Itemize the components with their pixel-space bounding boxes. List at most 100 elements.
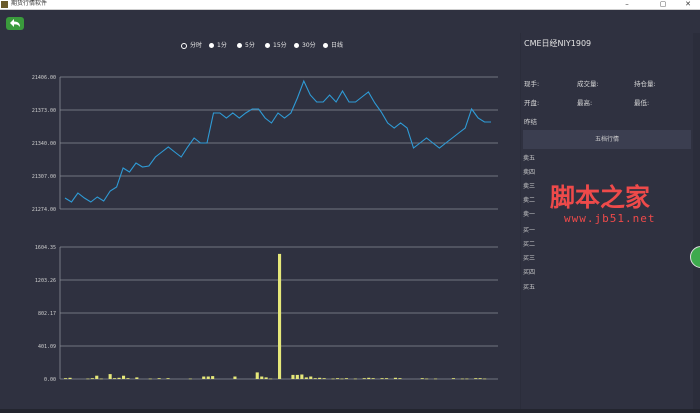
- price-tick-label: 21340.00: [32, 141, 56, 147]
- quote-row: 买五: [523, 284, 536, 291]
- price-tick-label: 21406.00: [32, 75, 56, 81]
- volume-bar: [474, 378, 478, 379]
- volume-bar: [420, 378, 424, 379]
- volume-bar: [99, 378, 103, 380]
- price-chart: 21406.00 21373.00 21340.00 21307.00 21274.00: [32, 75, 498, 213]
- quote-row: 买三: [523, 255, 536, 262]
- period-label: 分时: [190, 42, 203, 49]
- volume-bar: [295, 374, 299, 379]
- volume-bar: [322, 378, 326, 379]
- volume-bar: [353, 378, 357, 380]
- period-label: 5分: [245, 42, 255, 49]
- volume-bar: [385, 378, 389, 379]
- volume-bar: [478, 378, 482, 379]
- radio-icon: [323, 43, 328, 48]
- volume-bar: [157, 378, 161, 379]
- quote-row: 买一: [523, 227, 536, 234]
- watermark-url: www.jb51.net: [564, 212, 656, 225]
- price-tick-label: 21274.00: [32, 207, 56, 213]
- volume-bar: [425, 378, 429, 380]
- chart-svg: 21406.00 21373.00 21340.00 21307.00 21274.00…: [32, 75, 498, 383]
- period-label: 日线: [331, 42, 344, 49]
- minimize-button[interactable]: –: [625, 0, 629, 8]
- volume-bar: [122, 375, 126, 379]
- volume-bar: [331, 378, 335, 380]
- volume-tick-label: 401.09: [38, 344, 56, 350]
- period-option-fenshi[interactable]: 分时: [181, 41, 202, 51]
- radio-icon: [209, 43, 214, 48]
- field-current-volume: 现手:: [524, 80, 540, 88]
- volume-bar: [233, 376, 237, 379]
- volume-tick-label: 802.17: [38, 311, 56, 317]
- volume-bar: [68, 377, 72, 379]
- volume-bar: [309, 376, 313, 379]
- volume-bar: [260, 376, 264, 379]
- field-open-interest: 持仓量:: [634, 80, 656, 88]
- field-open: 开盘:: [524, 99, 540, 107]
- volume-bar: [117, 377, 121, 379]
- period-option-30min[interactable]: 30分: [294, 41, 316, 51]
- quote-row: 卖三: [523, 183, 536, 190]
- volume-tick-label: 1604.35: [35, 245, 56, 251]
- volume-bar: [211, 376, 215, 379]
- quote-row: 买四: [523, 269, 536, 276]
- quote-row: 卖一: [523, 211, 536, 218]
- volume-bar: [90, 378, 94, 379]
- watermark-logo: 脚本之家: [550, 183, 651, 212]
- radio-icon: [237, 43, 242, 48]
- back-arrow-icon[interactable]: [6, 17, 24, 30]
- status-strip: [0, 409, 700, 413]
- radio-icon: [265, 43, 270, 48]
- window-titlebar: 期货行情软件 – ▢ ✕: [0, 0, 700, 10]
- period-option-15min[interactable]: 15分: [265, 41, 287, 51]
- volume-bar: [135, 377, 139, 379]
- field-turnover: 成交量:: [577, 80, 599, 88]
- volume-bar: [336, 378, 340, 379]
- quote-panel: CME日经NIY1909 现手: 成交量: 持仓量: 开盘: 最高: 最低: 昨…: [521, 33, 693, 411]
- quote-row: 卖五: [523, 155, 536, 162]
- field-low: 最低:: [634, 99, 650, 107]
- volume-bar: [166, 378, 170, 379]
- volume-bar: [300, 374, 304, 379]
- quote-depth-header: 五档行情: [523, 130, 691, 149]
- volume-bar: [95, 375, 99, 379]
- quote-row: 卖四: [523, 169, 536, 176]
- volume-bar: [188, 378, 192, 380]
- volume-bar: [202, 376, 206, 379]
- volume-bar: [393, 377, 397, 379]
- period-label: 15分: [273, 42, 287, 49]
- quote-row: 买二: [523, 241, 536, 248]
- volume-bar: [206, 376, 210, 379]
- chart-area: [0, 33, 520, 411]
- volume-bar: [380, 378, 384, 379]
- volume-bar: [291, 374, 295, 379]
- volume-bar: [460, 378, 464, 380]
- radio-icon: [294, 43, 299, 48]
- maximize-button[interactable]: ▢: [659, 0, 667, 8]
- volume-bar: [304, 377, 308, 379]
- close-button[interactable]: ✕: [685, 0, 691, 8]
- price-tick-label: 21373.00: [32, 108, 56, 114]
- volume-tick-label: 0.00: [44, 377, 56, 383]
- volume-bar: [362, 378, 366, 379]
- volume-bar: [269, 378, 273, 380]
- period-option-daily[interactable]: 日线: [323, 41, 343, 51]
- volume-tick-label: 1203.26: [35, 278, 56, 284]
- volume-bar: [451, 378, 455, 379]
- volume-bar: [483, 378, 487, 380]
- volume-bar: [255, 372, 259, 379]
- volume-bar: [465, 378, 469, 380]
- window-title: 期货行情软件: [11, 0, 48, 7]
- volume-bar: [264, 377, 268, 379]
- volume-bar: [64, 378, 68, 379]
- price-tick-label: 21307.00: [32, 174, 56, 180]
- volume-bar: [344, 378, 348, 379]
- volume-bar: [113, 378, 117, 379]
- volume-bar: [126, 378, 130, 379]
- volume-bar: [371, 378, 375, 379]
- quote-row: 卖二: [523, 197, 536, 204]
- period-option-1min[interactable]: 1分: [209, 41, 227, 51]
- period-option-5min[interactable]: 5分: [237, 41, 255, 51]
- period-label: 1分: [217, 42, 227, 49]
- volume-bar: [148, 378, 152, 380]
